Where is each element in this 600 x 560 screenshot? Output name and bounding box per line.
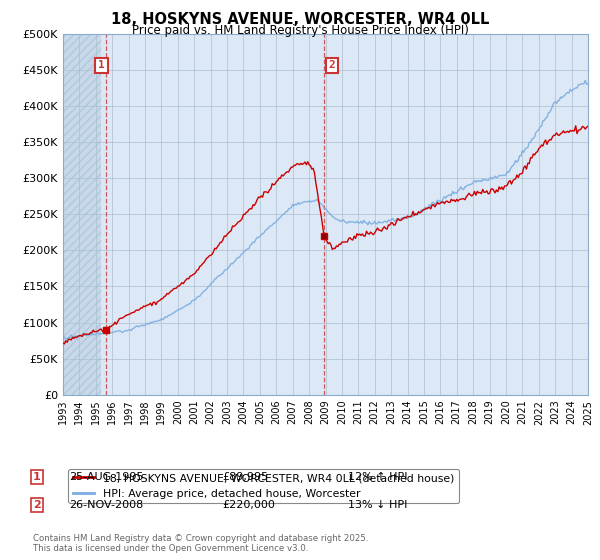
Text: 2: 2	[33, 500, 41, 510]
Text: 1: 1	[33, 472, 41, 482]
Text: Contains HM Land Registry data © Crown copyright and database right 2025.
This d: Contains HM Land Registry data © Crown c…	[33, 534, 368, 553]
Text: £220,000: £220,000	[222, 500, 275, 510]
Text: 1: 1	[98, 60, 105, 71]
Legend: 18, HOSKYNS AVENUE, WORCESTER, WR4 0LL (detached house), HPI: Average price, det: 18, HOSKYNS AVENUE, WORCESTER, WR4 0LL (…	[68, 469, 459, 503]
Bar	[63, 34, 101, 395]
Text: 25-AUG-1995: 25-AUG-1995	[69, 472, 143, 482]
Text: Price paid vs. HM Land Registry's House Price Index (HPI): Price paid vs. HM Land Registry's House …	[131, 24, 469, 37]
Text: £89,995: £89,995	[222, 472, 268, 482]
Text: 2: 2	[329, 60, 335, 71]
Text: 26-NOV-2008: 26-NOV-2008	[69, 500, 143, 510]
Text: 12% ↑ HPI: 12% ↑ HPI	[348, 472, 407, 482]
Text: 13% ↓ HPI: 13% ↓ HPI	[348, 500, 407, 510]
Text: 18, HOSKYNS AVENUE, WORCESTER, WR4 0LL: 18, HOSKYNS AVENUE, WORCESTER, WR4 0LL	[111, 12, 489, 27]
